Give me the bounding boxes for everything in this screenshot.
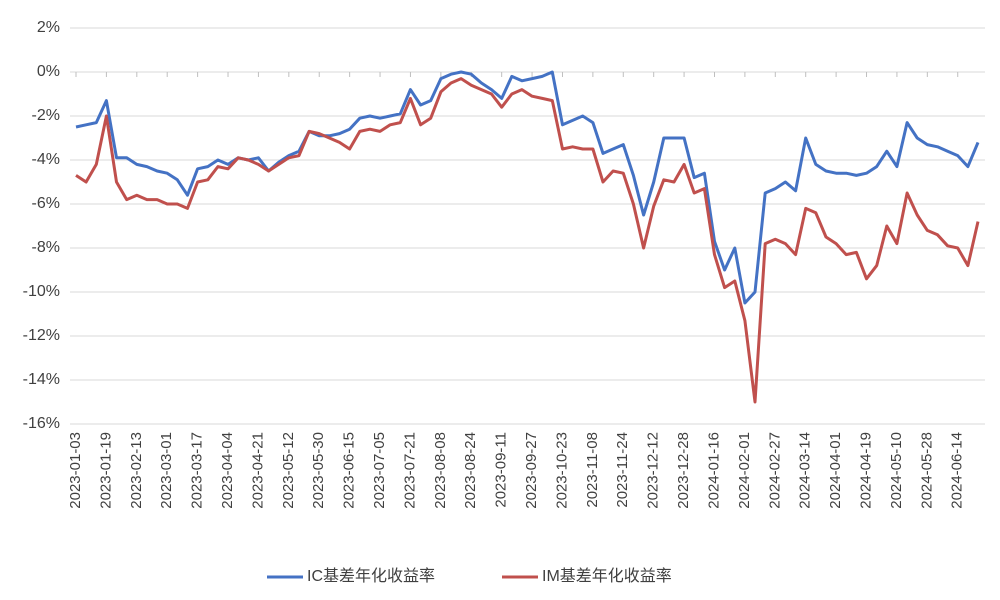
y-tick-label: -8% [32,239,60,256]
legend-label: IC基差年化收益率 [307,567,435,585]
x-tick-label: 2024-02-27 [766,432,783,509]
x-tick-label: 2024-01-16 [705,432,722,509]
x-tick-label: 2023-07-05 [371,432,388,509]
x-tick-label: 2023-03-17 [189,432,206,509]
x-tick-label: 2023-11-08 [584,432,601,508]
series-line [75,70,980,305]
y-tick-label: -16% [23,415,60,432]
x-tick-label: 2023-11-24 [614,432,631,508]
series-line [75,77,980,404]
legend-label: IM基差年化收益率 [542,567,672,585]
y-tick-label: -12% [23,327,60,344]
y-tick-label: -2% [32,107,60,124]
y-tick-label: -4% [32,151,60,168]
x-tick-label: 2023-04-21 [249,432,266,509]
x-tick-label: 2023-01-03 [67,432,84,509]
x-tick-label: 2023-12-28 [675,432,692,509]
x-tick-label: 2024-04-19 [857,432,874,509]
x-tick-label: 2024-04-01 [827,432,844,509]
x-tick-label: 2023-07-21 [401,432,418,509]
y-tick-label: 2% [37,19,60,36]
x-tick-label: 2023-05-30 [310,432,327,509]
x-tick-label: 2023-08-08 [432,432,449,509]
x-tick-label: 2023-04-04 [219,432,236,509]
x-tick-label: 2023-01-19 [97,432,114,509]
y-tick-label: -10% [23,283,60,300]
x-tick-label: 2023-09-27 [523,432,540,509]
x-tick-label: 2023-08-24 [462,432,479,509]
y-tick-label: -6% [32,195,60,212]
x-tick-label: 2023-10-23 [553,432,570,509]
x-tick-label: 2024-05-28 [918,432,935,509]
x-tick-label: 2024-02-01 [736,432,753,509]
x-tick-label: 2023-05-12 [280,432,297,509]
x-tick-label: 2023-09-11 [493,432,510,508]
x-tick-label: 2023-03-01 [158,432,175,509]
y-tick-label: 0% [37,63,60,80]
x-tick-label: 2024-06-14 [949,432,966,509]
y-tick-label: -14% [23,371,60,388]
x-tick-label: 2023-06-15 [341,432,358,509]
x-tick-label: 2023-02-13 [128,432,145,509]
x-tick-label: 2024-03-14 [797,432,814,509]
x-tick-label: 2024-05-10 [888,432,905,509]
x-tick-label: 2023-12-12 [645,432,662,509]
